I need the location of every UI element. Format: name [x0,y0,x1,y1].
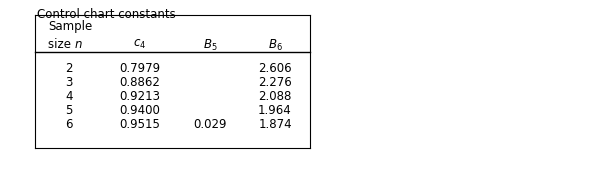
Text: 0.029: 0.029 [193,118,227,131]
Text: 3: 3 [66,76,73,89]
Text: 0.7979: 0.7979 [120,62,160,75]
Text: 4: 4 [66,90,73,103]
Text: 0.9213: 0.9213 [120,90,160,103]
Text: 2.088: 2.088 [258,90,292,103]
Text: 0.9400: 0.9400 [120,104,160,117]
Text: size: size [49,38,75,51]
Text: 1.874: 1.874 [258,118,292,131]
Text: 1.964: 1.964 [258,104,292,117]
Text: 2: 2 [66,62,73,75]
Text: $c_4$: $c_4$ [133,38,147,51]
Text: $B_5$: $B_5$ [202,38,217,53]
Text: 2.606: 2.606 [258,62,292,75]
Text: Control chart constants: Control chart constants [37,8,176,21]
Text: 5: 5 [66,104,73,117]
Text: Sample: Sample [48,20,92,33]
Text: $B_6$: $B_6$ [268,38,282,53]
Text: 0.8862: 0.8862 [120,76,160,89]
Text: n: n [75,38,82,51]
Text: 6: 6 [66,118,73,131]
Text: 0.9515: 0.9515 [120,118,160,131]
Text: 2.276: 2.276 [258,76,292,89]
